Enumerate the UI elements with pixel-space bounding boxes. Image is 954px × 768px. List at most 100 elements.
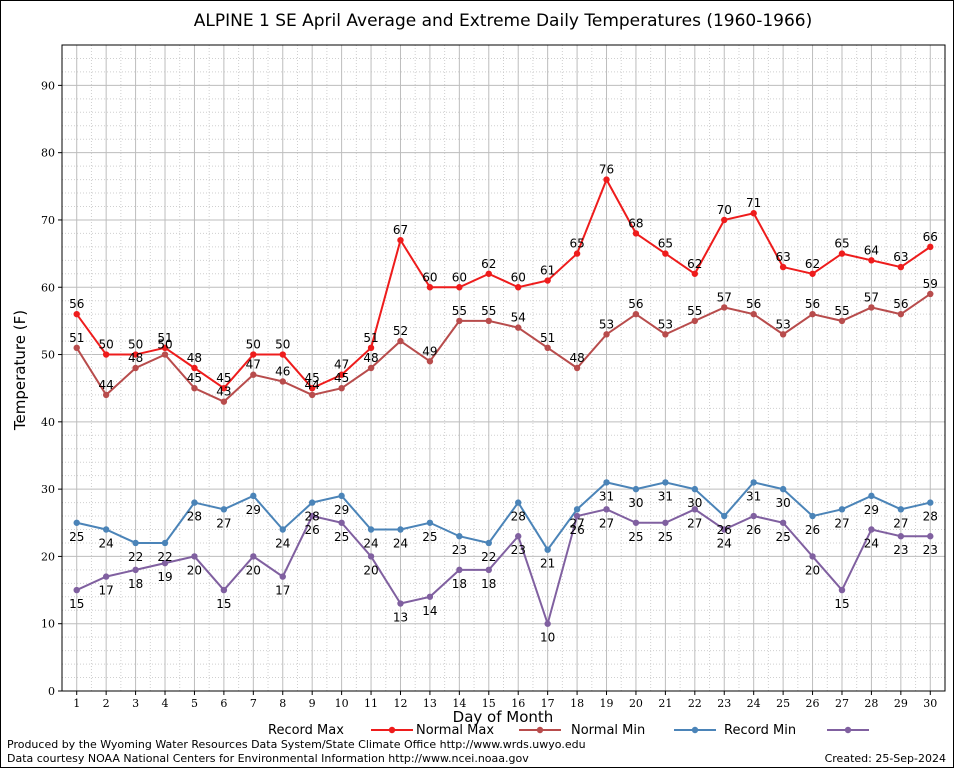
data-point: [809, 310, 816, 318]
legend-label: Record Max: [268, 723, 344, 738]
x-tick-label: 14: [452, 697, 466, 710]
chart-legend: Record Max Normal Max Normal Min Record Min: [268, 723, 869, 738]
data-label: 31: [658, 489, 673, 503]
data-label: 25: [775, 530, 790, 544]
data-point: [691, 317, 699, 325]
data-point: [161, 351, 169, 358]
y-tick-label: 80: [41, 147, 55, 160]
data-label: 44: [99, 378, 114, 392]
data-label: 56: [69, 297, 84, 311]
data-label: 53: [658, 317, 673, 331]
x-tick-label: 8: [279, 697, 286, 710]
data-label: 21: [540, 557, 555, 571]
data-label: 48: [128, 351, 143, 365]
data-point: [809, 553, 816, 560]
data-label: 25: [334, 530, 349, 544]
data-label: 55: [834, 304, 849, 318]
data-label: 48: [187, 351, 202, 365]
data-point: [927, 290, 934, 298]
data-point: [838, 250, 846, 257]
x-tick-label: 11: [364, 697, 378, 710]
x-tick-label: 25: [776, 697, 790, 710]
data-point: [515, 533, 522, 540]
data-point: [279, 351, 286, 358]
data-point: [868, 304, 875, 311]
x-tick-label: 2: [103, 697, 110, 710]
data-label: 30: [687, 496, 702, 510]
data-point: [544, 344, 551, 352]
data-point: [250, 371, 257, 378]
data-point: [544, 620, 551, 627]
data-label: 47: [246, 358, 261, 372]
data-point: [809, 512, 816, 520]
data-label: 63: [775, 250, 790, 264]
data-point: [338, 384, 345, 392]
data-point: [132, 566, 139, 574]
data-point: [632, 230, 640, 237]
data-label: 18: [481, 577, 496, 591]
data-point: [191, 384, 198, 392]
data-label: 51: [157, 331, 172, 345]
legend-label: Record Min: [724, 723, 796, 738]
x-tick-label: 22: [688, 697, 702, 710]
data-label: 17: [99, 584, 114, 598]
data-point: [220, 506, 228, 513]
data-label: 31: [746, 489, 761, 503]
data-point: [721, 304, 728, 311]
data-label: 25: [69, 530, 84, 544]
y-tick-label: 10: [41, 618, 55, 631]
series-line-record-min: [76, 508, 931, 628]
x-tick-label: 18: [570, 697, 584, 710]
data-point: [485, 317, 492, 325]
data-point: [102, 526, 110, 533]
data-point: [632, 485, 640, 493]
y-tick-label: 90: [41, 79, 55, 92]
data-label: 57: [717, 290, 732, 304]
data-point: [279, 526, 286, 533]
data-point: [691, 506, 699, 513]
data-point: [250, 351, 257, 358]
data-point: [279, 378, 286, 385]
data-label: 20: [363, 563, 378, 577]
data-label: 23: [452, 543, 467, 557]
data-label: 50: [99, 338, 114, 352]
data-label: 49: [422, 344, 437, 358]
legend-swatch-marker: [536, 726, 544, 734]
data-point: [485, 270, 492, 277]
data-point: [191, 499, 198, 506]
data-point: [779, 519, 787, 526]
data-label: 63: [893, 250, 908, 264]
data-label: 67: [393, 223, 408, 237]
x-tick-label: 17: [541, 697, 555, 710]
x-tick-label: 16: [511, 697, 525, 710]
data-point: [367, 364, 375, 372]
data-label: 53: [775, 317, 790, 331]
data-point: [779, 263, 787, 271]
data-point: [603, 506, 610, 513]
data-point: [397, 600, 404, 607]
data-label: 23: [511, 543, 526, 557]
credit-data-courtesy: Data courtesy NOAA National Centers for …: [7, 752, 529, 765]
legend-label: Normal Max: [416, 723, 494, 738]
legend-swatch-marker: [691, 726, 699, 734]
data-label: 76: [599, 163, 614, 177]
data-point: [338, 371, 345, 378]
data-point: [750, 310, 757, 318]
data-label: 62: [687, 257, 702, 271]
data-label: 45: [187, 371, 202, 385]
credit-produced-by: Produced by the Wyoming Water Resources …: [7, 738, 586, 751]
x-tick-label: 3: [132, 697, 139, 710]
data-label: 43: [216, 385, 231, 399]
data-point: [456, 566, 463, 574]
data-point: [809, 270, 816, 277]
data-point: [102, 573, 110, 580]
data-point: [603, 331, 610, 338]
data-point: [279, 573, 286, 580]
x-tick-label: 20: [629, 697, 643, 710]
data-point: [426, 284, 434, 291]
data-point: [515, 284, 522, 291]
data-point: [750, 210, 757, 217]
data-point: [456, 284, 463, 291]
data-label: 20: [805, 563, 820, 577]
